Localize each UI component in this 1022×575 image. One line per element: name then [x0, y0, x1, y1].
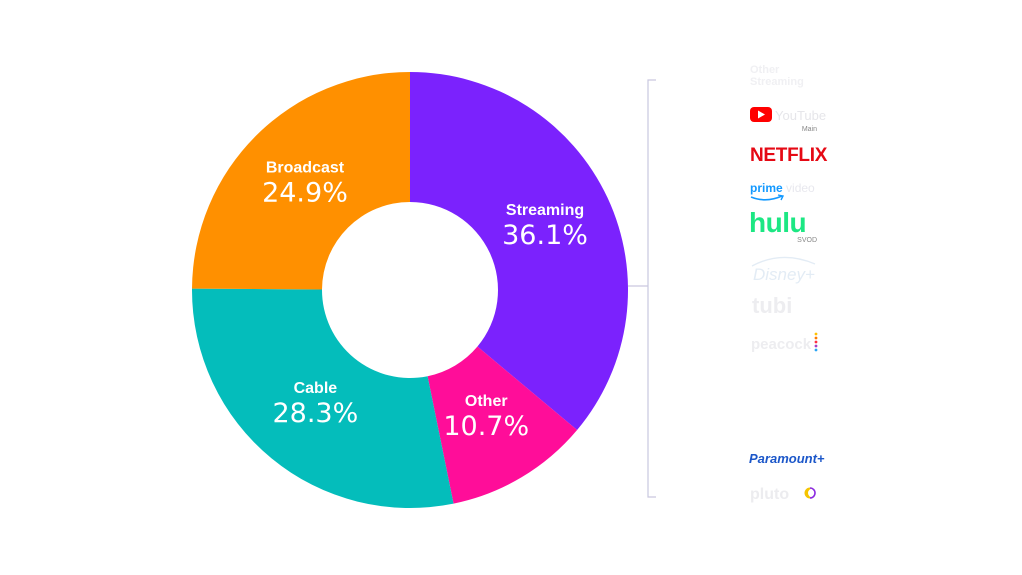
peacock-dot-orange-icon	[814, 336, 818, 340]
prime-arrow-icon	[777, 194, 785, 201]
disney-plus-logo: Disney+	[751, 256, 816, 284]
other-streaming-header: Other Streaming	[750, 64, 804, 88]
pluto-logo: pluto	[750, 486, 817, 503]
peacock-dot-yellow-icon	[814, 332, 818, 336]
peacock-dot-blue-icon	[814, 348, 818, 352]
disney-arc-icon	[751, 256, 816, 267]
prime-video-logo: prime video	[750, 181, 815, 201]
peacock-dot-red-icon	[814, 340, 818, 344]
prime-word: prime	[750, 181, 783, 195]
slice-value-other: 10.7%	[443, 411, 529, 442]
header-line-2: Streaming	[750, 76, 804, 88]
slice-other	[427, 346, 578, 504]
slice-label-cable: Cable	[294, 380, 338, 397]
peacock-wordmark: peacock	[751, 336, 812, 353]
slice-value-broadcast: 24.9%	[262, 177, 348, 208]
hulu-wordmark: hulu	[749, 207, 806, 238]
slice-label-broadcast: Broadcast	[266, 159, 345, 176]
youtube-logo: YouTube Main	[750, 107, 826, 133]
header-line-1: Other	[750, 64, 780, 76]
prime-wordmark: prime video	[750, 181, 815, 195]
paramount-plus-logo: Paramount+	[749, 451, 825, 466]
slice-streaming	[410, 72, 628, 431]
disney-wordmark: Disney+	[753, 265, 815, 284]
prime-smile-icon	[750, 195, 783, 201]
slice-broadcast	[192, 72, 410, 290]
slice-value-streaming: 36.1%	[502, 220, 588, 251]
donut-slices	[191, 72, 628, 508]
youtube-wordmark: YouTube	[775, 108, 826, 123]
slice-label-streaming: Streaming	[506, 202, 584, 219]
streaming-bracket	[647, 79, 656, 498]
pluto-wordmark: pluto	[750, 486, 789, 503]
slice-cable	[191, 288, 454, 508]
peacock-dot-purple-icon	[814, 344, 818, 348]
video-word: video	[786, 181, 815, 195]
slice-value-cable: 28.3%	[272, 398, 358, 429]
netflix-logo: NETFLIX	[750, 145, 828, 166]
hulu-sub-label: SVOD	[797, 237, 817, 244]
pluto-arc-icon	[809, 487, 816, 499]
youtube-sub-label: Main	[802, 126, 817, 133]
play-triangle-icon	[758, 110, 765, 119]
slice-label-other: Other	[465, 393, 508, 410]
peacock-logo: peacock	[751, 332, 818, 353]
hulu-logo: hulu SVOD	[749, 207, 817, 244]
tubi-logo: tubi	[752, 293, 792, 318]
